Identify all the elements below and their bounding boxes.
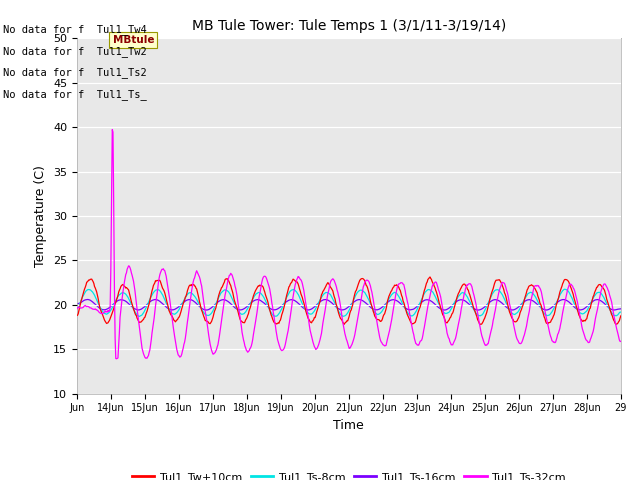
X-axis label: Time: Time [333,419,364,432]
Tul1_Ts-16cm [285,297,292,303]
Tul1_Tw+10cm [436,302,444,308]
Tul1_Ts-32cm [406,314,414,320]
Text: MBtule: MBtule [113,35,154,45]
Tul1_Ts-8cm [138,312,145,318]
Tul1_Ts-8cm [264,304,272,310]
Tul1_Tw+10cm [264,298,271,304]
Text: No data for f  Tul1_Ts_: No data for f Tul1_Ts_ [3,89,147,100]
Tul1_Tw+10cm [284,287,292,292]
Text: No data for f  Tul1_Tw2: No data for f Tul1_Tw2 [3,46,147,57]
Tul1_Ts-8cm [436,304,444,310]
Tul1_Ts-16cm [474,307,482,313]
Tul1_Ts-16cm [406,307,413,312]
Y-axis label: Temperature (C): Temperature (C) [35,165,47,267]
Tul1_Ts-32cm [138,346,146,351]
Line: Tul1_Tw+10cm: Tul1_Tw+10cm [77,277,621,324]
Tul1_Ts-32cm [73,306,81,312]
Legend: Tul1_Tw+10cm, Tul1_Ts-8cm, Tul1_Ts-16cm, Tul1_Ts-32cm: Tul1_Tw+10cm, Tul1_Ts-8cm, Tul1_Ts-16cm,… [127,468,570,480]
Text: No data for f  Tul1_Ts2: No data for f Tul1_Ts2 [3,67,147,78]
Tul1_Ts-16cm [84,297,92,302]
Tul1_Tw+10cm [73,312,81,318]
Tul1_Ts-8cm [136,313,143,319]
Tul1_Ts-32cm [238,329,246,335]
Tul1_Ts-8cm [237,312,245,317]
Tul1_Ts-32cm [437,294,445,300]
Line: Tul1_Ts-8cm: Tul1_Ts-8cm [77,289,621,316]
Text: No data for f  Tul1_Tw4: No data for f Tul1_Tw4 [3,24,147,35]
Tul1_Tw+10cm [237,318,244,324]
Tul1_Tw+10cm [405,315,413,321]
Tul1_Ts-32cm [617,338,625,344]
Title: MB Tule Tower: Tule Temps 1 (3/1/11-3/19/14): MB Tule Tower: Tule Temps 1 (3/1/11-3/19… [191,19,506,33]
Tul1_Tw+10cm [137,319,145,325]
Tul1_Ts-8cm [561,287,568,292]
Tul1_Ts-8cm [406,312,413,318]
Line: Tul1_Ts-16cm: Tul1_Ts-16cm [77,300,621,310]
Tul1_Tw+10cm [617,313,625,319]
Tul1_Ts-16cm [617,306,625,312]
Tul1_Ts-16cm [73,301,81,307]
Tul1_Ts-16cm [264,304,272,310]
Tul1_Ts-16cm [237,307,245,312]
Tul1_Ts-8cm [73,306,81,312]
Tul1_Tw+10cm [476,322,483,327]
Tul1_Ts-8cm [617,309,625,315]
Tul1_Tw+10cm [426,274,434,280]
Tul1_Ts-8cm [285,290,292,296]
Tul1_Ts-32cm [108,127,116,132]
Line: Tul1_Ts-32cm: Tul1_Ts-32cm [77,130,621,359]
Tul1_Ts-16cm [138,306,145,312]
Tul1_Ts-16cm [436,305,444,311]
Tul1_Ts-32cm [265,284,273,289]
Tul1_Ts-32cm [113,356,120,361]
Tul1_Ts-32cm [285,318,293,324]
